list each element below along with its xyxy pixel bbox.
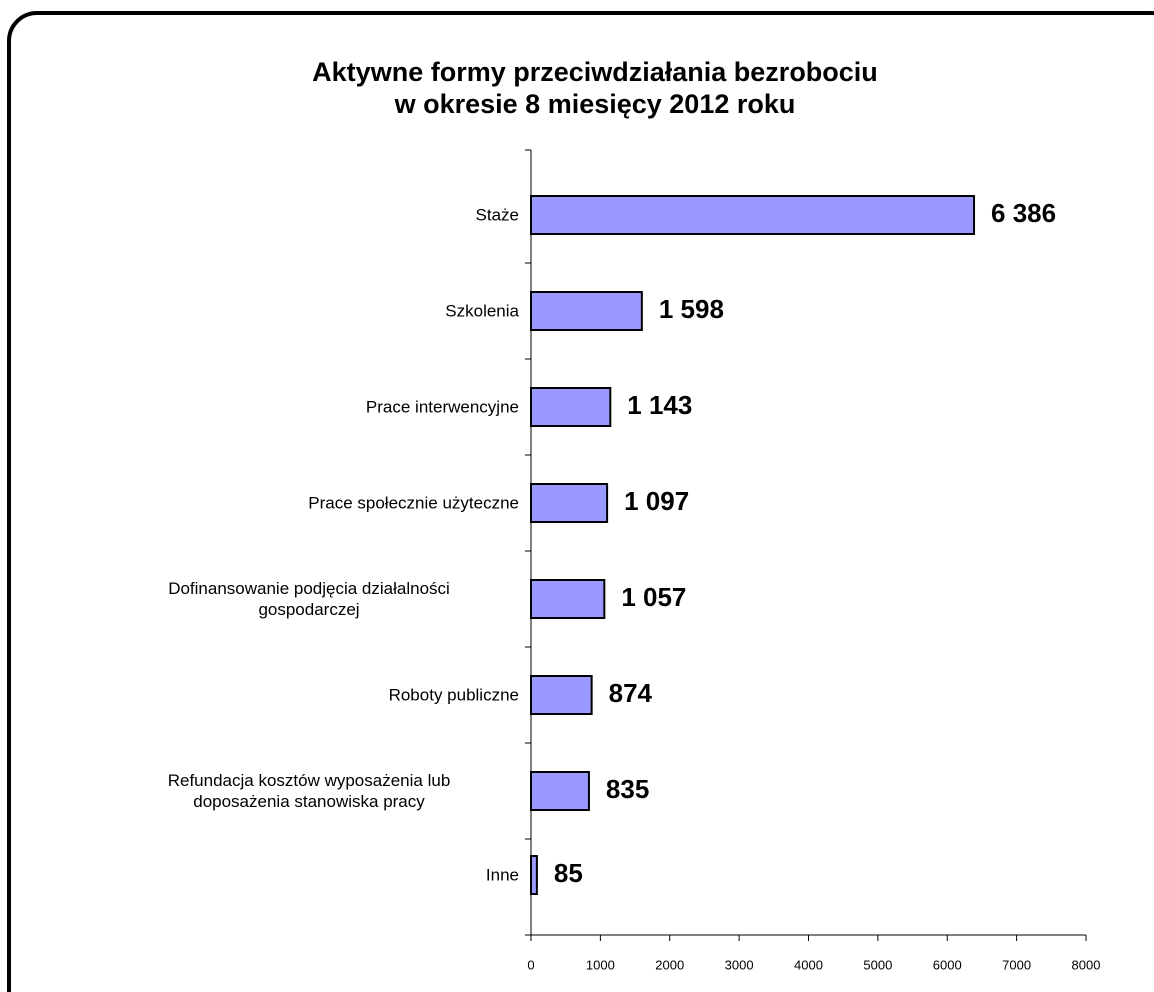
y-tick-label: Prace interwencyjne <box>365 397 519 417</box>
x-tick-label: 7000 <box>1002 957 1031 972</box>
bar <box>530 771 590 811</box>
x-tick-label: 4000 <box>794 957 823 972</box>
bar <box>530 483 609 523</box>
value-label: 1 097 <box>624 486 689 516</box>
value-label: 874 <box>609 678 653 708</box>
x-tick-label: 0 <box>527 957 534 972</box>
bar <box>530 387 612 427</box>
bar <box>530 291 643 331</box>
value-label: 85 <box>554 858 583 888</box>
bar <box>530 855 538 895</box>
value-label: 1 598 <box>659 294 724 324</box>
value-label: 1 057 <box>621 582 686 612</box>
y-tick-label: Dofinansowanie podjęcia działalności gos… <box>168 579 450 619</box>
value-label: 835 <box>606 774 649 804</box>
frame <box>7 11 1154 992</box>
y-tick-label: Refundacja kosztów wyposażenia lub dopos… <box>167 771 451 811</box>
bar <box>530 675 593 715</box>
y-tick-label: Prace społecznie użyteczne <box>308 493 519 513</box>
value-label: 1 143 <box>627 390 692 420</box>
x-tick-label: 2000 <box>655 957 684 972</box>
bar <box>530 579 606 619</box>
bar <box>530 195 976 235</box>
x-tick-label: 5000 <box>863 957 892 972</box>
y-tick-label: Roboty publiczne <box>388 685 519 705</box>
y-tick-label: Staże <box>475 205 519 225</box>
x-tick-label: 3000 <box>725 957 754 972</box>
y-tick-label: Szkolenia <box>445 301 519 321</box>
x-tick-label: 1000 <box>586 957 615 972</box>
value-label: 6 386 <box>991 198 1056 228</box>
y-tick-label: Inne <box>485 865 519 885</box>
chart-title: Aktywne formy przeciwdziałania bezroboci… <box>312 57 878 119</box>
x-tick-label: 6000 <box>933 957 962 972</box>
x-tick-label: 8000 <box>1072 957 1101 972</box>
